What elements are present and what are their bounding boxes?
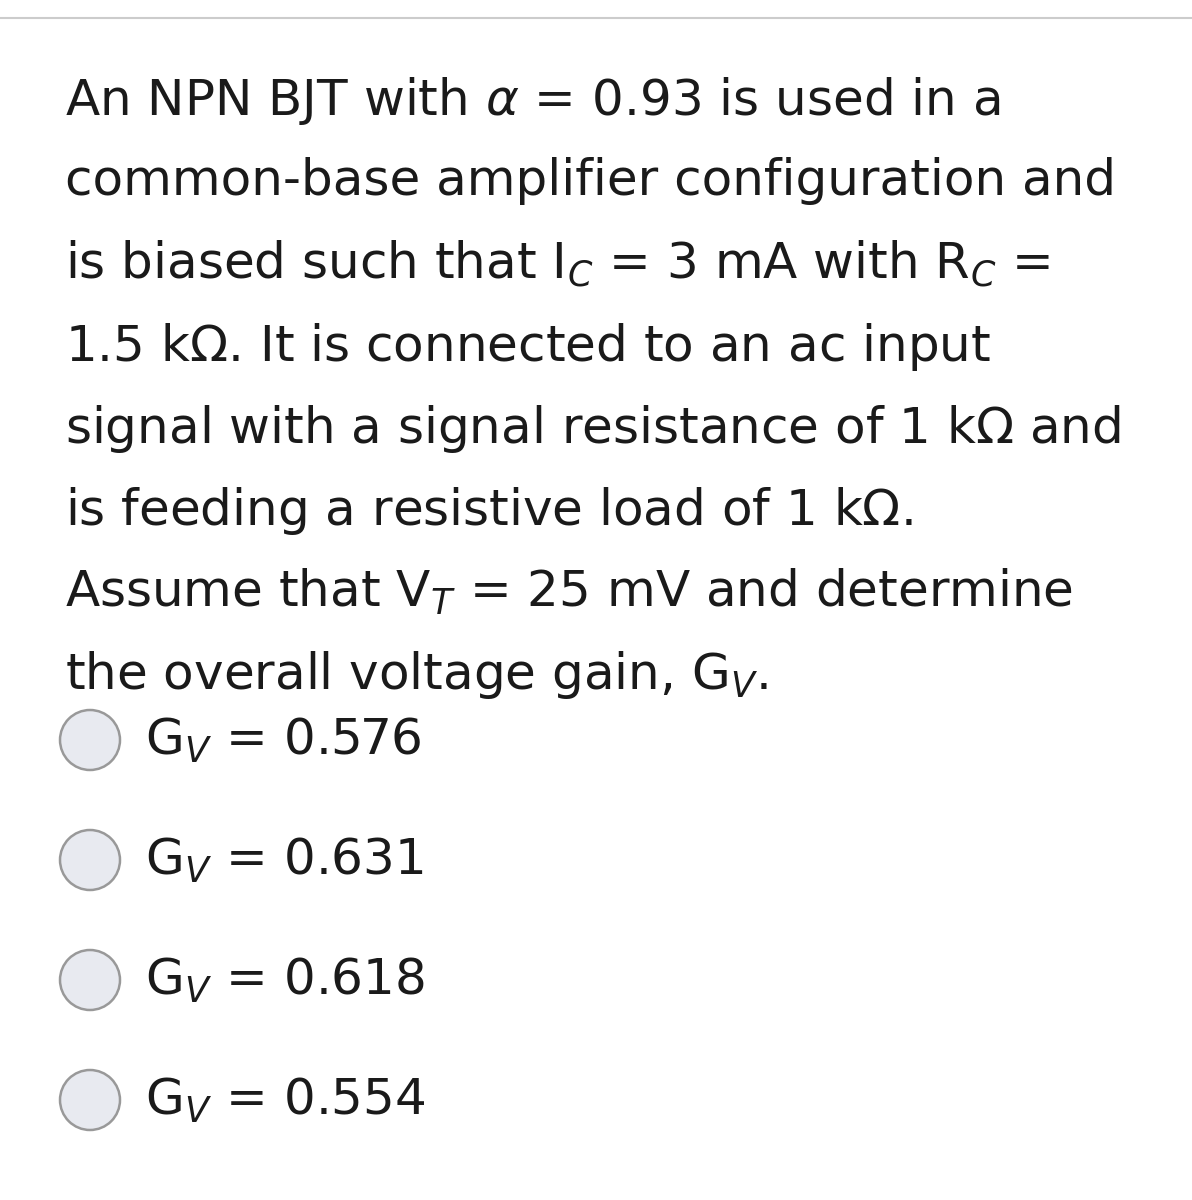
Text: G$_V$ = 0.618: G$_V$ = 0.618 [145, 955, 424, 1004]
Text: An NPN BJT with $\alpha$ = 0.93 is used in a: An NPN BJT with $\alpha$ = 0.93 is used … [66, 74, 1000, 127]
Ellipse shape [60, 950, 120, 1010]
Text: G$_V$ = 0.631: G$_V$ = 0.631 [145, 835, 423, 884]
Text: is feeding a resistive load of 1 k$\Omega$.: is feeding a resistive load of 1 k$\Omeg… [66, 485, 913, 538]
Text: 1.5 k$\Omega$. It is connected to an ac input: 1.5 k$\Omega$. It is connected to an ac … [66, 320, 991, 373]
Ellipse shape [60, 830, 120, 890]
Text: is biased such that I$_C$ = 3 mA with R$_C$ =: is biased such that I$_C$ = 3 mA with R$… [66, 239, 1050, 289]
Text: G$_V$ = 0.554: G$_V$ = 0.554 [145, 1075, 426, 1124]
Text: Assume that V$_T$ = 25 mV and determine: Assume that V$_T$ = 25 mV and determine [66, 566, 1073, 617]
Text: signal with a signal resistance of 1 k$\Omega$ and: signal with a signal resistance of 1 k$\… [66, 403, 1120, 455]
Text: the overall voltage gain, G$_V$.: the overall voltage gain, G$_V$. [66, 649, 768, 701]
Ellipse shape [60, 1070, 120, 1130]
Ellipse shape [60, 710, 120, 770]
Text: common-base amplifier configuration and: common-base amplifier configuration and [66, 157, 1116, 205]
Text: G$_V$ = 0.576: G$_V$ = 0.576 [145, 715, 422, 764]
